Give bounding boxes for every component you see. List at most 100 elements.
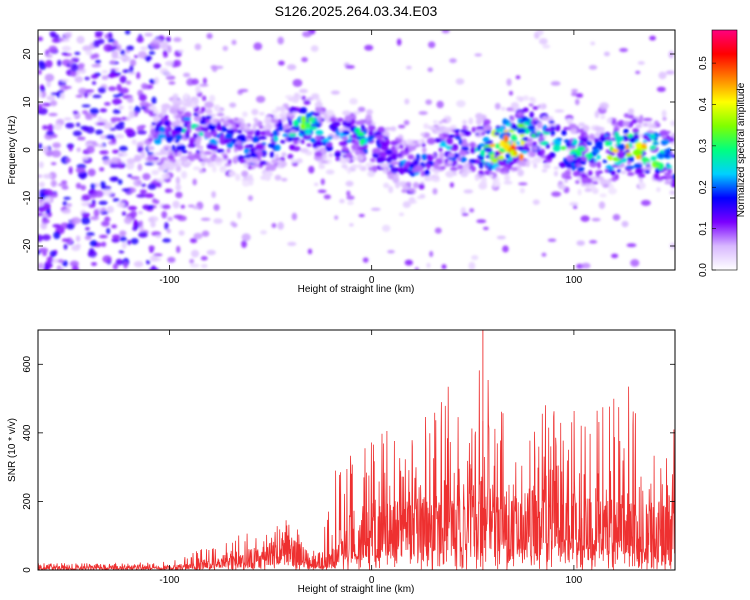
ridge-blob [329,117,336,123]
ridge-blob [235,124,240,129]
ridge-blob [264,116,272,121]
ridge-blob [635,124,643,129]
ridge-blob [366,120,372,126]
noise-blob [147,183,157,190]
noise-blob [133,219,138,227]
noise-blob [173,152,179,157]
noise-blob [85,227,90,231]
ridge-blob [586,141,593,146]
noise-blob [403,119,410,126]
noise-blob [102,255,112,264]
ridge-blob [627,114,635,119]
ridge-blob [265,129,271,137]
ridge-blob [209,94,216,103]
y-tick-label: 600 [22,356,33,373]
ridge-blob [148,105,157,111]
ridge-blob [162,103,171,108]
ridge-blob [587,152,593,160]
noise-blob [181,170,188,179]
noise-blob [141,82,148,90]
ridge-blob [504,174,511,182]
ridge-blob [486,162,491,166]
ridge-blob [426,137,436,145]
noise-blob [364,44,374,51]
noise-blob [140,150,146,159]
noise-blob [396,38,402,46]
ridge-blob [572,139,578,145]
noise-blob [247,195,253,201]
ridge-blob [334,152,342,158]
noise-blob [85,49,93,56]
colorbar-tick-label: 0.5 [698,56,709,70]
noise-blob [71,265,79,270]
hot-spot [650,156,657,161]
ridge-blob [460,150,466,156]
ridge-blob [383,182,390,189]
ridge-blob [200,106,206,112]
ridge-blob [468,117,474,125]
noise-blob [630,259,640,267]
ridge-blob [564,160,570,166]
noise-blob [116,202,126,208]
noise-blob [508,90,514,96]
noise-blob [569,202,579,206]
hot-spot [520,140,525,146]
noise-blob [61,238,71,243]
ridge-blob [424,169,430,176]
noise-blob [175,183,182,192]
noise-blob [42,102,52,107]
noise-blob [135,71,141,80]
ridge-blob [533,163,538,169]
ridge-blob [180,155,189,163]
noise-blob [46,256,54,263]
noise-blob [642,117,653,122]
noise-blob [200,255,208,261]
ridge-blob [182,117,191,121]
spectrogram-ylabel: Frequency (Hz) [7,116,18,185]
noise-blob [85,89,95,93]
noise-blob [251,108,259,116]
noise-blob [103,43,114,52]
ridge-blob [243,124,249,132]
ridge-blob [592,188,599,194]
noise-blob [60,92,65,100]
ridge-blob [375,134,385,139]
noise-blob [532,199,540,205]
noise-blob [38,161,44,169]
ridge-blob [600,114,606,120]
noise-blob [123,216,133,225]
ridge-blob [277,164,282,169]
ridge-blob [592,181,599,185]
ridge-blob [604,169,609,173]
noise-blob [118,105,124,110]
noise-blob [136,194,147,198]
ridge-blob [434,173,439,177]
ridge-blob [529,111,534,119]
noise-blob [38,250,41,255]
noise-blob [111,234,121,239]
noise-blob [211,65,218,72]
noise-blob [38,143,43,150]
ridge-blob [178,126,184,133]
ridge-blob [622,135,629,140]
ridge-blob [306,143,312,147]
noise-blob [476,219,487,224]
spectrogram-xlabel: Height of straight line (km) [298,284,415,295]
ridge-blob [200,115,207,124]
ridge-blob [358,163,362,170]
ridge-blob [520,150,528,154]
noise-blob [287,241,297,246]
noise-blob [86,232,95,237]
noise-blob [75,94,84,98]
ridge-blob [670,120,675,127]
noise-blob [334,215,339,220]
noise-blob [61,45,72,52]
noise-blob [449,58,457,64]
noise-blob [137,163,143,171]
noise-blob [57,267,65,270]
noise-blob [74,51,81,56]
ridge-blob [228,170,236,177]
ridge-blob [620,170,627,174]
noise-blob [398,124,406,129]
snr-panel: -100 0 100 0 200 400 600 Height of straight li… [7,329,676,595]
